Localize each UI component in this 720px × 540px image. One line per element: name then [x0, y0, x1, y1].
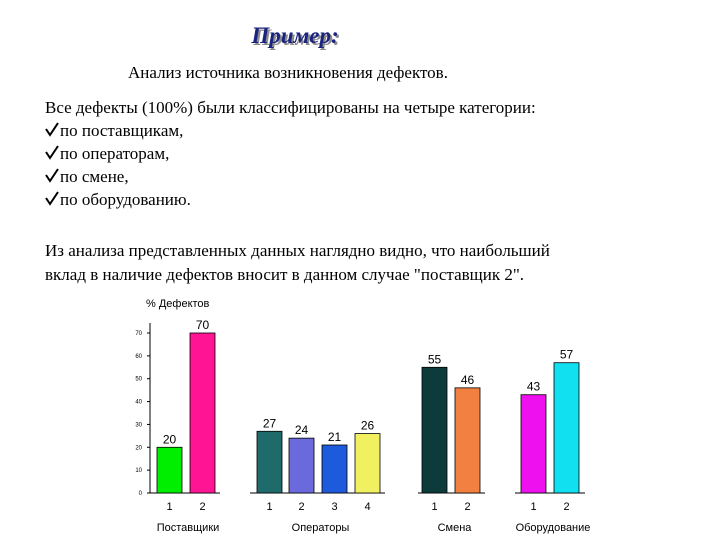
check-icon [45, 122, 59, 137]
list-item: по поставщикам, [60, 121, 183, 140]
group-label: Смена [438, 522, 473, 534]
conclusion-line: вклад в наличие дефектов вносит в данном… [45, 265, 524, 284]
bar [288, 437, 315, 494]
group-label: Поставщики [157, 522, 220, 534]
value-label: 55 [428, 352, 442, 366]
subtitle: Анализ источника возникновения дефектов. [128, 63, 448, 82]
bar [256, 430, 283, 494]
bar [321, 444, 348, 494]
bar-label: 1 [266, 501, 272, 513]
y-tick-label: 40 [135, 400, 142, 406]
bar-label: 2 [464, 501, 470, 513]
y-tick-label: 30 [135, 422, 142, 428]
check-icon [45, 168, 59, 183]
check-icon [45, 191, 59, 206]
bar-label: 2 [563, 501, 569, 513]
value-label: 43 [527, 380, 541, 394]
title-shadow: Пример: [252, 25, 340, 50]
bar-label: 2 [298, 501, 304, 513]
y-tick-label: 50 [135, 377, 142, 383]
value-label: 20 [163, 432, 177, 446]
bar-label: 1 [166, 501, 172, 513]
value-label: 57 [560, 348, 574, 362]
value-label: 70 [196, 318, 210, 332]
value-label: 27 [263, 416, 277, 430]
bar [520, 394, 547, 494]
bar-label: 1 [530, 501, 536, 513]
bar [354, 433, 381, 494]
value-label: 21 [328, 430, 342, 444]
y-axis-label: % Дефектов [146, 298, 210, 310]
y-tick-label: 60 [135, 354, 142, 360]
bar-label: 4 [364, 501, 370, 513]
list-item: по операторам, [60, 144, 169, 163]
list-item: по смене, [60, 167, 129, 186]
group-label: Операторы [292, 522, 350, 534]
value-label: 26 [361, 419, 375, 433]
check-icon [45, 145, 59, 160]
conclusion-line: Из анализа представленных данных наглядн… [45, 241, 550, 260]
bar-label: 2 [199, 501, 205, 513]
intro: Все дефекты (100%) были классифицированы… [45, 98, 536, 117]
y-tick-label: 0 [139, 491, 143, 497]
bar [454, 387, 481, 494]
bar [189, 332, 216, 494]
bar [553, 362, 580, 494]
title: Пример: [250, 23, 338, 48]
bar-label: 1 [431, 501, 437, 513]
bar-label: 3 [331, 501, 337, 513]
list-item: по оборудованию. [60, 190, 191, 209]
group-label: Оборудование [516, 522, 591, 534]
value-label: 24 [295, 423, 309, 437]
y-tick-label: 10 [135, 468, 142, 474]
y-tick-label: 20 [135, 445, 142, 451]
bar [156, 446, 183, 494]
y-tick-label: 70 [135, 331, 142, 337]
value-label: 46 [461, 373, 475, 387]
bar [421, 366, 448, 494]
